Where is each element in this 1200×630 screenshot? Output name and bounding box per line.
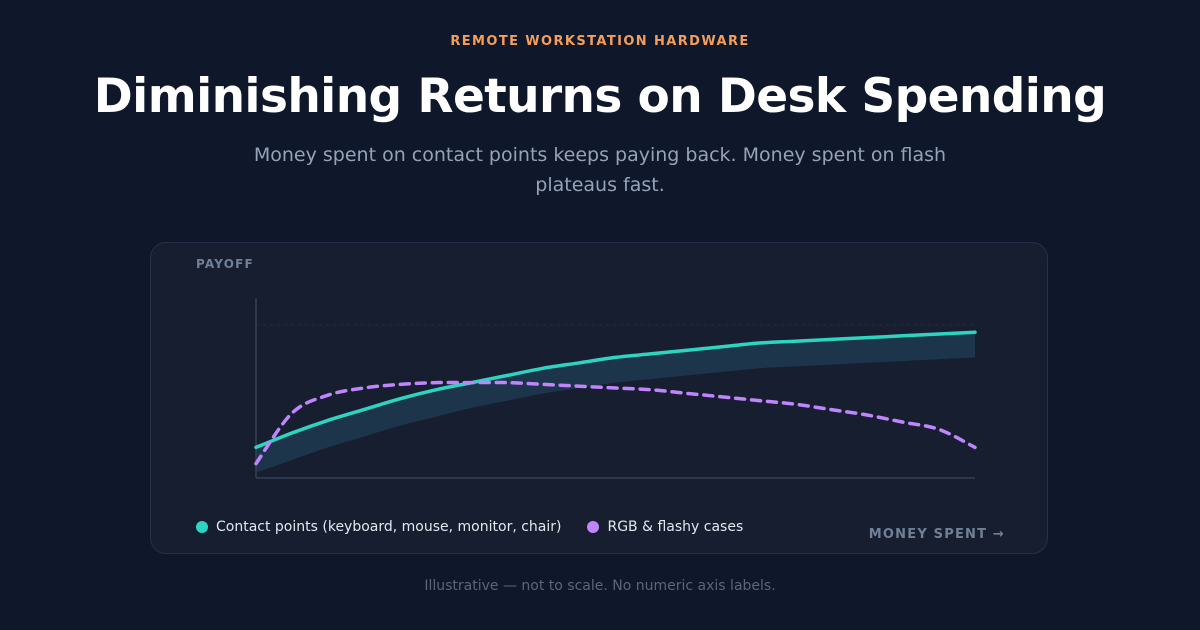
legend-item-contact-points: Contact points (keyboard, mouse, monitor… (196, 519, 561, 535)
eyebrow-label: REMOTE WORKSTATION HARDWARE (450, 34, 750, 49)
chart-legend: Contact points (keyboard, mouse, monitor… (196, 519, 769, 535)
legend-swatch-rgb-flashy (587, 521, 600, 533)
legend-label-rgb-flashy: RGB & flashy cases (607, 519, 744, 535)
legend-item-rgb-flashy: RGB & flashy cases (587, 519, 743, 535)
series-line-rgb-flashy (254, 380, 977, 466)
legend-swatch-contact-points (196, 521, 208, 533)
page-subtitle: Money spent on contact points keeps payi… (253, 144, 947, 196)
x-axis-label: MONEY SPENT → (868, 527, 1005, 542)
y-axis-label: PAYOFF (196, 257, 254, 271)
page-title: Diminishing Returns on Desk Spending (93, 69, 1107, 124)
gap-band-area (256, 332, 975, 473)
chart-plot (254, 298, 977, 479)
series-line-contact-points (254, 330, 977, 450)
legend-label-contact-points: Contact points (keyboard, mouse, monitor… (216, 519, 562, 535)
chart-card: PAYOFF Contact points (keyboard, mouse, … (150, 242, 1048, 554)
footnote: Illustrative — not to scale. No numeric … (424, 578, 776, 594)
